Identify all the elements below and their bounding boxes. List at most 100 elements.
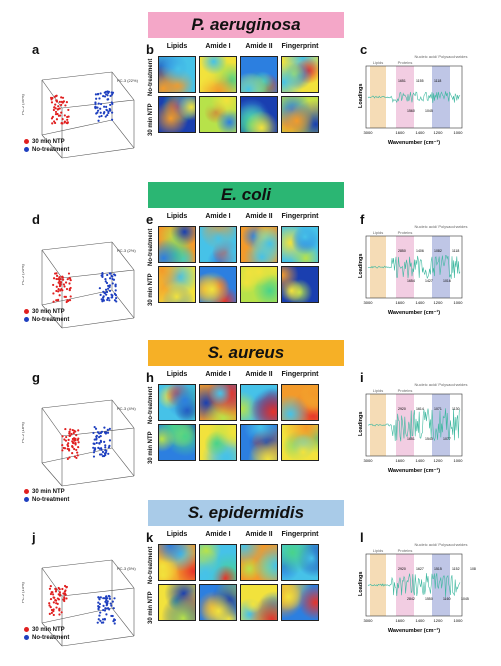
chemical-map-tile [281, 56, 319, 93]
pca-point-treated [73, 439, 76, 442]
pca-point-treated [76, 438, 80, 441]
pca-point-untreated [105, 599, 108, 602]
pca-point-treated [72, 431, 75, 435]
chemical-map-tile [240, 96, 278, 133]
pca-point-untreated [111, 275, 114, 278]
pca-point-untreated [105, 293, 108, 296]
pca-point-untreated [101, 618, 105, 621]
pca-point-treated [71, 452, 74, 455]
pca-point-untreated [97, 119, 100, 122]
pca-point-untreated [111, 277, 114, 281]
map-column-header: Lipids [166, 531, 188, 538]
pca-point-untreated [97, 608, 100, 611]
pca-3d-plot: PC-1 (63%)PC-2 (20%)PC-3 (2%) [22, 241, 136, 329]
y-axis-label: Loadings [358, 572, 364, 596]
pca-point-treated [55, 606, 58, 609]
pca-point-untreated [113, 292, 117, 296]
peak-label: 1160 [443, 597, 451, 601]
pca-point-treated [56, 298, 60, 301]
pca-point-untreated [110, 293, 113, 296]
x-tick-label: 3000 [364, 130, 374, 135]
chemical-map-tile [240, 56, 278, 93]
pca-point-untreated [112, 607, 115, 610]
x-tick-label: 1400 [416, 618, 426, 623]
peak-label: 1427 [425, 279, 433, 283]
chemical-map-tile [281, 384, 319, 421]
legend-untreated: No-treatment [32, 497, 70, 503]
y-axis-label: Loadings [358, 412, 364, 436]
pca-point-untreated [95, 441, 98, 445]
pca-point-treated [61, 96, 65, 99]
x-tick-label: 1000 [454, 130, 464, 135]
loadings-line [367, 254, 461, 279]
x-tick-label: 1600 [396, 130, 406, 135]
pca-point-untreated [110, 604, 113, 607]
chemical-map-tile [240, 384, 278, 421]
pca-point-untreated [101, 275, 104, 279]
pca-point-treated [58, 278, 61, 281]
peak-label: 1071 [434, 407, 442, 411]
map-column-header: Fingerprint [281, 43, 319, 50]
spectrum-axes [365, 235, 463, 299]
pca-point-untreated [108, 597, 112, 600]
pca-point-untreated [113, 597, 116, 600]
peak-label: 2920 [398, 567, 406, 571]
pca-point-untreated [109, 103, 112, 107]
loadings-line [367, 408, 461, 442]
pca-point-untreated [103, 95, 107, 98]
pca-axis-label: PC-2 (10%) [22, 581, 25, 603]
pca-point-treated [68, 282, 71, 285]
pca-point-treated [54, 590, 58, 593]
pca-point-untreated [99, 92, 102, 95]
pca-point-untreated [109, 602, 112, 605]
pca-point-treated [65, 287, 69, 291]
pca-point-treated [53, 106, 56, 109]
pca-point-untreated [102, 604, 105, 608]
pca-point-treated [54, 103, 57, 106]
pca-point-treated [58, 613, 61, 616]
pca-point-treated [54, 113, 58, 116]
band-label: Lipids [373, 388, 383, 393]
pca-point-untreated [113, 622, 116, 625]
pca-point-treated [55, 118, 59, 121]
pca-point-untreated [107, 594, 111, 598]
pca-point-treated [52, 108, 55, 112]
peak-label: 2842 [407, 597, 415, 601]
pca-point-untreated [99, 102, 103, 106]
x-axis-label: Wavenumber (cm⁻¹) [388, 309, 440, 316]
pca-point-treated [53, 95, 57, 98]
pca-point-treated [58, 107, 61, 110]
map-column-header: Amide II [245, 43, 273, 50]
chemical-map-tile [158, 266, 196, 303]
x-tick-label: 1600 [396, 458, 406, 463]
pca-point-untreated [106, 98, 109, 101]
pca-point-untreated [110, 118, 114, 121]
pca-point-treated [58, 593, 61, 596]
pca-point-treated [52, 292, 55, 295]
pca-point-treated [52, 596, 55, 599]
band-label: Nucleic acid/ Polysaccharides [415, 542, 468, 547]
x-tick-label: 1000 [454, 300, 464, 305]
pca-point-untreated [92, 451, 96, 454]
pca-point-treated [55, 285, 58, 288]
pca-point-untreated [103, 440, 106, 443]
pca-point-treated [54, 110, 58, 114]
organism-banner: E. coli [148, 182, 344, 208]
pca-point-untreated [106, 113, 109, 117]
pca-point-untreated [100, 114, 103, 118]
x-axis-label: Wavenumber (cm⁻¹) [388, 627, 440, 634]
pca-point-untreated [107, 91, 110, 95]
pca-point-untreated [100, 298, 103, 301]
pca-legend: 30 min NTP No-treatment [24, 138, 69, 154]
x-tick-label: 1000 [454, 618, 464, 623]
pca-point-treated [69, 428, 72, 431]
band-label: Lipids [373, 548, 383, 553]
pca-point-untreated [102, 95, 105, 98]
peak-label: 1515 [434, 567, 442, 571]
pca-point-untreated [114, 289, 117, 292]
pca-point-treated [63, 447, 67, 450]
pca-point-untreated [93, 447, 97, 450]
pca-point-untreated [101, 450, 105, 454]
spectrum-axes [365, 393, 463, 457]
